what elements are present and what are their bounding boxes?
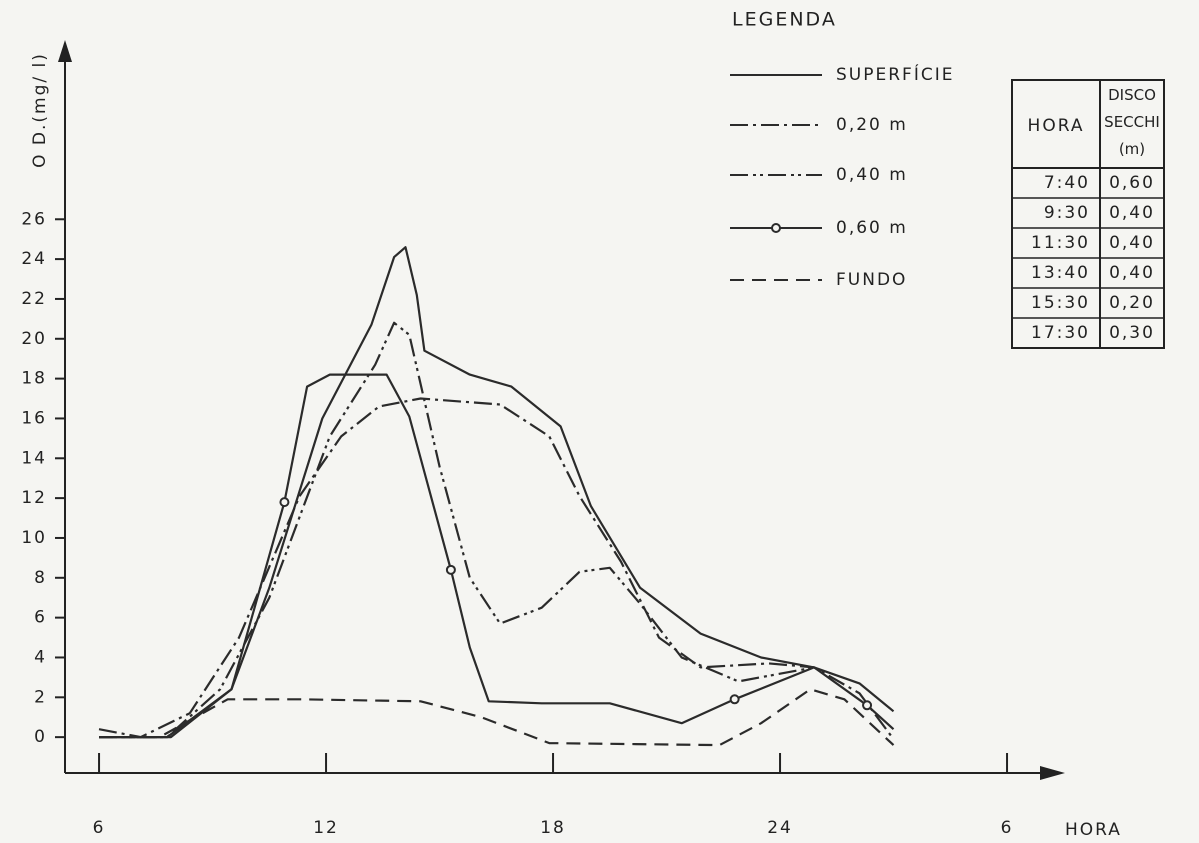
y-tick-label: 26	[21, 209, 47, 229]
table-cell: 0,30	[1109, 323, 1155, 343]
legend-label: SUPERFÍCIE	[836, 63, 954, 85]
y-tick-label: 8	[34, 568, 47, 588]
table: HORA DISCO SECCHI (m) 7:40 0,60 9:30 0,40 11…	[1011, 79, 1165, 349]
x-axis-label: HORA	[1065, 820, 1122, 840]
point-marker	[279, 497, 290, 508]
y-arrow	[58, 40, 72, 62]
x-tick-label: 6	[1001, 818, 1014, 838]
y-tick-label: 12	[21, 488, 47, 508]
point-marker	[862, 700, 873, 711]
y-tick-label: 24	[21, 249, 47, 269]
series-line	[98, 397, 895, 740]
point-marker	[445, 564, 456, 575]
y-tick-label: 18	[21, 369, 47, 389]
y-tick-label: 0	[34, 727, 47, 747]
y-tick-label: 20	[21, 329, 47, 349]
series-line	[99, 373, 895, 739]
y-tick-label: 22	[21, 289, 47, 309]
legend-marker	[771, 223, 781, 233]
y-tick-label: 2	[34, 687, 47, 707]
x-tick-label: 12	[313, 818, 339, 838]
legend-label: 0,60 m	[836, 218, 908, 238]
legend-label: 0,20 m	[836, 115, 908, 135]
table-header: DISCO SECCHI (m)	[1104, 86, 1160, 158]
y-tick-label: 16	[21, 408, 47, 428]
legend-label: FUNDO	[836, 270, 907, 290]
table-cell: 13:40	[1031, 263, 1090, 283]
series-line	[99, 246, 895, 739]
table-cell: 0,40	[1109, 203, 1155, 223]
y-tick-label: 10	[21, 528, 47, 548]
table-cell: 0,40	[1109, 263, 1155, 283]
y-tick-label: 14	[21, 448, 47, 468]
table-cell: 17:30	[1031, 323, 1090, 343]
point-marker	[729, 694, 740, 705]
table-header-cell: DISCO SECCHI (m)	[1104, 86, 1160, 158]
table-header: HORA	[1028, 116, 1085, 136]
table-cell: 0,20	[1109, 293, 1155, 313]
x-tick-label: 24	[767, 818, 793, 838]
table-cell: 9:30	[1044, 203, 1090, 223]
x-arrow	[1040, 766, 1065, 780]
series-line	[99, 321, 815, 739]
table-cell: 7:40	[1044, 173, 1090, 193]
table-cell: 11:30	[1031, 233, 1090, 253]
table-cell: 0,60	[1109, 173, 1155, 193]
y-tick-label: 4	[34, 647, 47, 667]
legend-label: 0,40 m	[836, 165, 908, 185]
series-line	[99, 688, 895, 747]
x-tick-label: 18	[540, 818, 566, 838]
x-tick-label: 6	[93, 818, 106, 838]
table-cell: 0,40	[1109, 233, 1155, 253]
table-cell: 15:30	[1031, 293, 1090, 313]
y-tick-label: 6	[34, 608, 47, 628]
table-border	[1011, 79, 1165, 349]
legend-title: LEGENDA	[732, 9, 837, 31]
y-axis-label: O D.(mg/ l)	[30, 52, 50, 168]
